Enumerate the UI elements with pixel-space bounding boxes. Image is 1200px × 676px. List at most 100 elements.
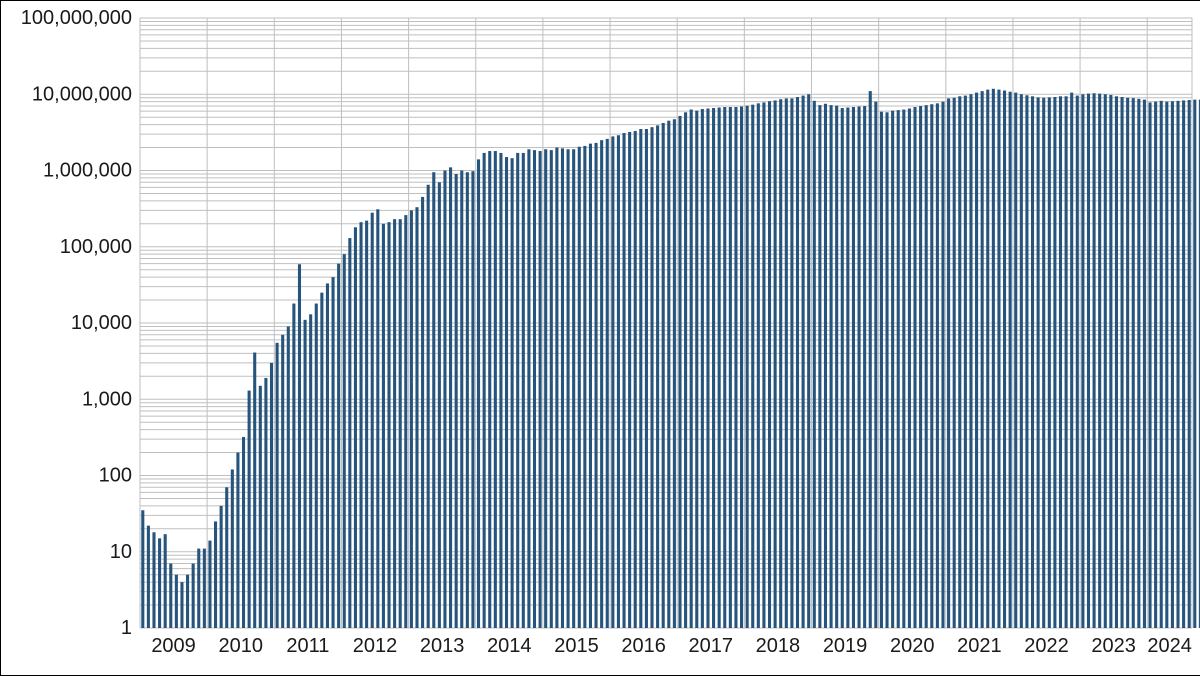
bar [919,106,922,628]
bar [874,102,877,628]
bar [197,549,200,628]
bar [1098,94,1101,628]
bar [835,106,838,628]
bar [326,283,329,628]
bar [941,102,944,628]
bar [343,254,346,628]
bar [203,549,206,628]
bar [387,222,390,628]
bar [1031,96,1034,628]
bar [774,100,777,628]
x-tick-label: 2011 [286,635,329,657]
bar [1188,100,1191,628]
bar [477,159,480,628]
bar [404,215,407,628]
bar [371,213,374,628]
y-tick-label: 100,000 [60,236,132,258]
bar [611,136,614,628]
bar [639,129,642,628]
bar [930,104,933,628]
bar [673,119,676,628]
bar [925,105,928,628]
bar [248,391,251,628]
bar [718,108,721,628]
bar [1165,102,1168,628]
bar [220,506,223,628]
bar [180,582,183,628]
bar [421,197,424,628]
bar [1037,97,1040,628]
bar [443,171,446,629]
x-tick-label: 2022 [1024,635,1069,657]
x-tick-label: 2019 [823,635,868,657]
x-tick-label: 2015 [554,635,599,657]
bar [287,326,290,628]
bar [572,149,575,628]
bar [1070,93,1073,628]
bar [841,108,844,628]
x-tick-label: 2023 [1091,635,1136,657]
bar [953,98,956,628]
bar [348,238,351,628]
bar [1148,102,1151,628]
bar [622,133,625,628]
bar [1003,91,1006,629]
bar [1081,94,1084,628]
bar [729,107,732,628]
bar [499,153,502,628]
bar [399,219,402,628]
bar-chart: 1101001,00010,000100,0001,000,00010,000,… [0,0,1200,675]
y-tick-label: 100 [99,465,132,487]
bar [706,109,709,628]
bar [376,209,379,628]
bar [628,132,631,628]
bar [427,185,430,628]
bar [533,150,536,628]
bar [332,277,335,628]
bar [292,304,295,628]
y-tick-label: 1,000 [82,388,132,410]
x-tick-label: 2016 [621,635,666,657]
bar [494,151,497,628]
bar [410,210,413,628]
bar [1143,100,1146,628]
bar [583,146,586,628]
bar [807,94,810,628]
bar [1137,99,1140,628]
bar [1048,97,1051,628]
bar [762,102,765,628]
bar [1009,92,1012,628]
bar [785,98,788,628]
bar [550,150,553,628]
bar [650,127,653,628]
bar [415,207,418,628]
bar [768,101,771,628]
bar [152,532,155,628]
bar [567,149,570,628]
bar [141,510,144,628]
bar [231,469,234,628]
bar [281,335,284,628]
y-tick-label: 10,000 [71,312,132,334]
bar [740,107,743,628]
bar [1176,101,1179,628]
bar [1109,95,1112,628]
bar [1182,100,1185,628]
bar [488,151,491,628]
bar [208,541,211,628]
bar [779,99,782,628]
bar [757,103,760,628]
bar [656,125,659,628]
bar [365,221,368,628]
x-tick-label: 2020 [890,635,935,657]
y-tick-label: 1 [121,617,132,639]
bar [1171,101,1174,628]
x-tick-label: 2017 [689,635,734,657]
bar [309,314,312,628]
bar [471,171,474,628]
bar [1093,93,1096,628]
bar [589,144,592,628]
x-tick-label: 2018 [756,635,801,657]
bar [695,111,698,628]
bar [969,94,972,628]
